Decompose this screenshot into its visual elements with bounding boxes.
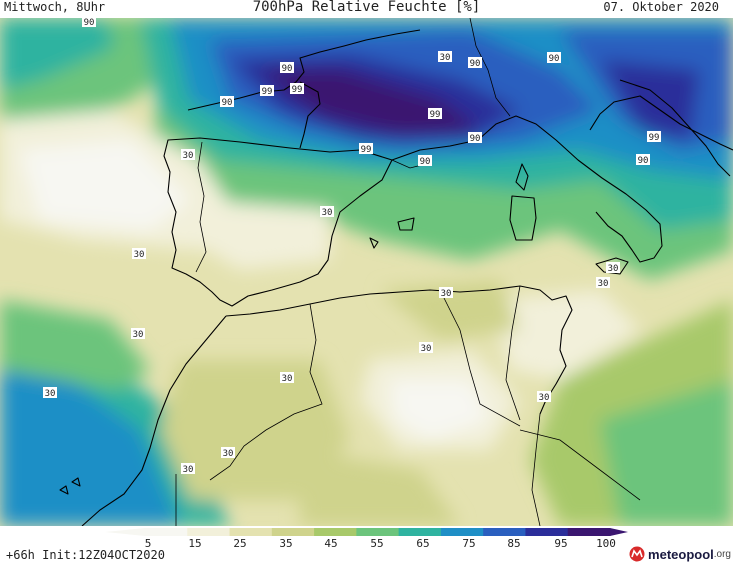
colorbar-tick-label: 25 [233, 537, 246, 548]
svg-text:30: 30 [45, 389, 56, 399]
svg-text:99: 99 [649, 133, 660, 143]
map-title: 700hPa Relative Feuchte [%] [252, 0, 481, 15]
svg-text:99: 99 [262, 87, 273, 97]
contour-label: 90 [82, 18, 96, 28]
colorbar-tick-label: 45 [324, 537, 337, 548]
contour-label: 99 [647, 131, 661, 143]
svg-text:30: 30 [421, 344, 432, 354]
svg-text:30: 30 [440, 53, 451, 63]
contour-label: 90 [547, 52, 561, 64]
colorbar-tick-label: 55 [370, 537, 383, 548]
contour-labels: 90 30 90 90 99 99 90 90 99 90 99 90 99 90 30 30 30 30 30 30… [43, 18, 661, 475]
contour-label: 30 [131, 328, 145, 340]
colorbar-swatch [440, 528, 484, 536]
contour-label: 30 [419, 342, 433, 354]
colorbar-swatch [525, 528, 569, 536]
svg-text:30: 30 [441, 289, 452, 299]
svg-text:30: 30 [608, 264, 619, 274]
contour-label: 30 [438, 51, 452, 63]
contour-label: 99 [428, 108, 442, 120]
colorbar-swatch [483, 528, 526, 536]
colorbar-tick-label: 15 [188, 537, 201, 548]
contour-label: 30 [537, 391, 551, 403]
svg-text:99: 99 [430, 110, 441, 120]
svg-text:90: 90 [282, 64, 293, 74]
contour-label: 30 [596, 277, 610, 289]
svg-text:30: 30 [322, 208, 333, 218]
borders [175, 18, 641, 526]
colorbar-swatch [356, 528, 400, 536]
humidity-map: 90 30 90 90 99 99 90 90 99 90 99 90 99 90 30 30 30 30 30 30… [0, 18, 733, 526]
humidity-field [0, 18, 733, 526]
contour-label: 90 [468, 57, 482, 69]
svg-text:90: 90 [470, 59, 481, 69]
colorbar-swatch [567, 528, 611, 536]
svg-text:30: 30 [598, 279, 609, 289]
logo-suffix: .org [713, 548, 731, 560]
colorbar-swatch [187, 528, 231, 536]
svg-text:90: 90 [222, 98, 233, 108]
svg-text:90: 90 [549, 54, 560, 64]
contour-label: 90 [220, 96, 234, 108]
svg-text:90: 90 [420, 157, 431, 167]
colorbar-max-arrow [610, 528, 628, 536]
colorbar-tick-label: 100 [596, 537, 616, 548]
contour-label: 30 [221, 447, 235, 459]
contour-label: 30 [43, 387, 57, 399]
forecast-day-label: Mittwoch, 8Uhr [4, 0, 106, 14]
svg-text:30: 30 [282, 374, 293, 384]
run-info: +66h Init:12Z04OCT2020 [6, 548, 165, 562]
colorbar-swatch [271, 528, 315, 536]
colorbar-swatch [314, 528, 357, 536]
colorbar-tick-label: 65 [416, 537, 429, 548]
map-footer: 5 15 25 35 45 55 65 75 85 95 100 +66h Init:12Z04OC… [0, 526, 733, 566]
contour-label: 30 [181, 463, 195, 475]
contour-label: 99 [290, 83, 304, 95]
colorbar: 5 15 25 35 45 55 65 75 85 95 100 [105, 528, 628, 548]
contour-label: 90 [636, 154, 650, 166]
colorbar-tick-label: 95 [554, 537, 567, 548]
contour-label: 30 [439, 287, 453, 299]
colorbar-min-arrow [105, 528, 145, 536]
colorbar-tick-label: 5 [145, 537, 152, 548]
svg-text:30: 30 [134, 250, 145, 260]
colorbar-swatch [398, 528, 442, 536]
contour-label: 90 [468, 132, 482, 144]
contour-label: 30 [606, 262, 620, 274]
map-header: Mittwoch, 8Uhr 700hPa Relative Feuchte [… [0, 0, 733, 18]
contour-label: 90 [280, 62, 294, 74]
contour-label: 30 [320, 206, 334, 218]
contour-label: 30 [132, 248, 146, 260]
meteopool-logo: meteopool .org [629, 544, 731, 564]
svg-text:30: 30 [183, 465, 194, 475]
contour-label: 30 [181, 149, 195, 161]
svg-text:30: 30 [133, 330, 144, 340]
contour-label: 99 [260, 85, 274, 97]
svg-text:90: 90 [638, 156, 649, 166]
logo-text: meteopool [648, 546, 714, 562]
colorbar-tick-label: 75 [462, 537, 475, 548]
svg-text:30: 30 [539, 393, 550, 403]
svg-text:90: 90 [84, 18, 95, 28]
coastlines [59, 29, 733, 526]
colorbar-swatch [229, 528, 273, 536]
colorbar-tick-label: 35 [279, 537, 292, 548]
colorbar-swatch [145, 528, 188, 536]
svg-text:30: 30 [223, 449, 234, 459]
contour-label: 99 [359, 143, 373, 155]
svg-text:30: 30 [183, 151, 194, 161]
contour-label: 90 [418, 155, 432, 167]
svg-text:99: 99 [361, 145, 372, 155]
svg-text:99: 99 [292, 85, 303, 95]
colorbar-tick-label: 85 [507, 537, 520, 548]
contour-label: 30 [280, 372, 294, 384]
logo-icon [629, 546, 645, 562]
svg-text:90: 90 [470, 134, 481, 144]
forecast-date-label: 07. Oktober 2020 [603, 0, 719, 14]
